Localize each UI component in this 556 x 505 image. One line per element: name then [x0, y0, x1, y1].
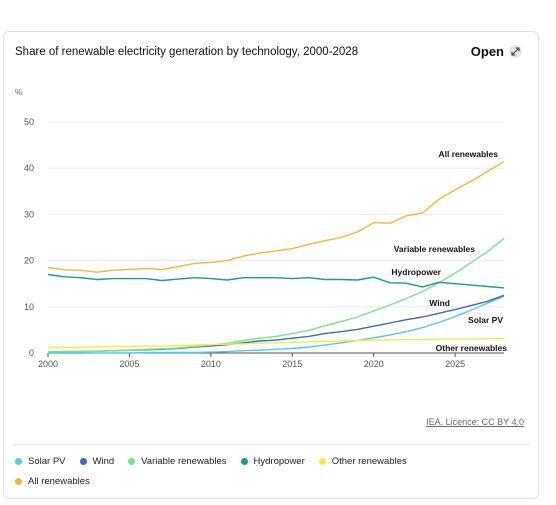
x-tick-label: 2020	[364, 359, 384, 369]
legend-swatch	[240, 458, 248, 465]
y-tick-label: 50	[24, 117, 34, 127]
legend-label: Hydropower	[253, 456, 305, 467]
chart-title: Share of renewable electricity generatio…	[15, 46, 359, 58]
x-tick-label: 2000	[38, 359, 58, 369]
y-tick-label: 30	[24, 209, 34, 219]
series-line-other-renewables	[48, 338, 504, 349]
series-line-hydropower	[47, 273, 505, 289]
series-label-hydropower: Hydropower	[391, 267, 441, 277]
y-tick-label: 0	[29, 348, 34, 358]
expand-icon	[509, 45, 522, 58]
series-line-all-renewables	[47, 161, 505, 273]
series-label-all-renewables: All renewables	[438, 149, 498, 159]
legend-item-variable-renewables[interactable]: Variable renewables	[128, 456, 227, 467]
series-label-solar-pv: Solar PV	[468, 315, 503, 325]
y-tick-label: 40	[24, 163, 34, 173]
series-label-wind: Wind	[429, 298, 450, 308]
chart-legend: Solar PV Wind Variable renewables Hydropowe…	[15, 456, 485, 487]
x-tick-label: 2005	[119, 359, 139, 369]
series-line-variable-renewables	[47, 237, 505, 353]
x-tick-label: 2010	[201, 359, 221, 369]
series-label-variable-renewables: Variable renewables	[394, 244, 476, 254]
legend-item-wind[interactable]: Wind	[79, 456, 115, 467]
legend-swatch	[128, 458, 136, 465]
legend-item-all-renewables[interactable]: All renewables	[15, 476, 90, 487]
y-tick-label: 20	[24, 256, 34, 266]
legend-swatch	[15, 478, 22, 485]
y-tick-label: 10	[24, 302, 34, 312]
legend-swatch	[79, 458, 87, 465]
open-button[interactable]: Open	[471, 44, 522, 59]
legend-swatch	[318, 458, 326, 465]
legend-item-solar-pv[interactable]: Solar PV	[15, 456, 66, 467]
legend-label: Solar PV	[28, 456, 66, 467]
legend-swatch	[15, 458, 22, 465]
licence-link[interactable]: IEA. Licence: CC BY 4.0	[426, 417, 524, 427]
legend-item-hydropower[interactable]: Hydropower	[240, 456, 305, 467]
legend-item-other-renewables[interactable]: Other renewables	[318, 456, 407, 467]
legend-label: Variable renewables	[141, 456, 227, 467]
legend-label: Other renewables	[331, 456, 407, 467]
legend-label: All renewables	[28, 476, 90, 487]
divider	[12, 444, 530, 445]
y-unit-label: %	[15, 88, 22, 97]
x-tick-label: 2025	[445, 359, 465, 369]
series-line-solar-pv	[48, 295, 505, 354]
open-label: Open	[470, 44, 504, 59]
series-label-other-renewables: Other renewables	[436, 343, 508, 353]
legend-label: Wind	[92, 456, 115, 467]
chart-card: Share of renewable electricity generatio…	[3, 31, 539, 499]
line-chart: % 0 10 20 30 40 50 2000 2005 2010 2015 2020 2025 Sola…	[15, 88, 508, 369]
x-tick-label: 2015	[282, 359, 302, 369]
